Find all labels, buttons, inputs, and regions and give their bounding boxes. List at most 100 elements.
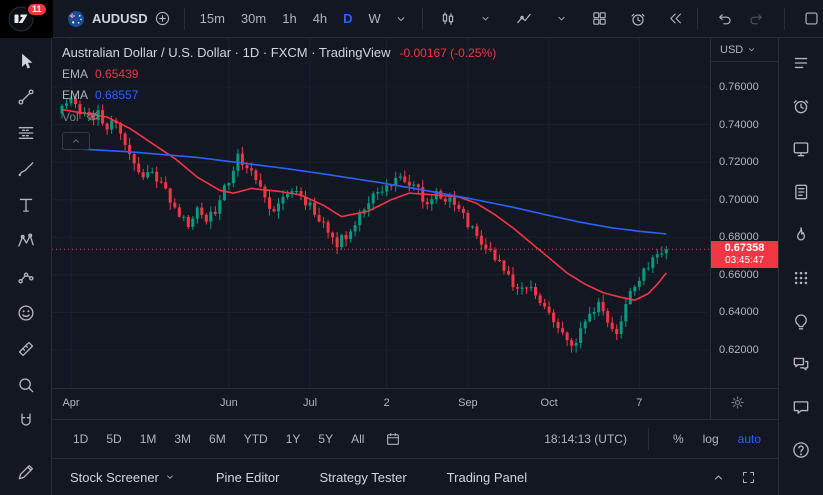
panel-hotlists-icon[interactable] <box>787 223 815 247</box>
chart-legend: Australian Dollar / U.S. Dollar · 1D · F… <box>62 45 496 150</box>
tool-trend-line-icon[interactable] <box>9 84 43 110</box>
interval-button-30m[interactable]: 30m <box>234 7 273 30</box>
tool-edit-icon[interactable] <box>9 459 43 485</box>
legend-title-row[interactable]: Australian Dollar / U.S. Dollar · 1D · F… <box>62 45 496 60</box>
range-button-5D[interactable]: 5D <box>101 429 126 449</box>
panel-alerts-icon[interactable] <box>787 94 815 118</box>
interval-button-D[interactable]: D <box>336 7 359 30</box>
panel-expand-icon[interactable] <box>711 470 726 485</box>
chart-settings-gear-icon[interactable] <box>729 394 746 411</box>
symbol-search-button[interactable]: AUDUSD <box>65 6 150 32</box>
alarm-clock-icon <box>629 10 647 28</box>
tool-fib-retracement-icon[interactable] <box>9 120 43 146</box>
range-button-YTD[interactable]: YTD <box>239 429 273 449</box>
panel-news-icon[interactable] <box>787 137 815 161</box>
price-axis[interactable]: USD 0.67358 03:45:47 0.76000 0.74000 0.720… <box>710 38 778 419</box>
bottom-panel-controls <box>711 470 756 485</box>
go-to-date-icon[interactable] <box>385 431 401 447</box>
range-button-3M[interactable]: 3M <box>169 429 196 449</box>
panel-watchlist-icon[interactable] <box>787 51 815 75</box>
bottom-tab-label: Strategy Tester <box>319 469 407 485</box>
interval-button-W[interactable]: W <box>362 7 388 30</box>
tool-measure-icon[interactable] <box>9 336 43 362</box>
range-button-All[interactable]: All <box>346 429 369 449</box>
range-button-1Y[interactable]: 1Y <box>281 429 306 449</box>
time-axis[interactable]: Apr Jun Jul 2 Sep Oct 7 <box>52 388 710 419</box>
log-scale-button[interactable]: log <box>700 430 722 448</box>
time-tick: 7 <box>636 397 643 409</box>
aud-flag-icon <box>67 10 85 28</box>
chart-plot[interactable]: Australian Dollar / U.S. Dollar · 1D · F… <box>52 38 710 388</box>
range-button-1M[interactable]: 1M <box>135 429 162 449</box>
price-tick: 0.74000 <box>719 118 759 131</box>
tool-zoom-icon[interactable] <box>9 372 43 398</box>
currency-label: USD <box>720 43 744 56</box>
price-tick: 0.62000 <box>719 344 759 356</box>
bottom-tab-strategy-tester[interactable]: Strategy Tester <box>319 470 406 485</box>
alert-button[interactable] <box>625 6 651 32</box>
undo-button[interactable] <box>712 6 738 32</box>
price-tick: 0.70000 <box>719 193 759 206</box>
range-button-5Y[interactable]: 5Y <box>313 429 338 449</box>
panel-ideas-icon[interactable] <box>787 309 815 333</box>
panel-data-grid-icon[interactable] <box>787 266 815 290</box>
tool-text-icon[interactable] <box>9 192 43 218</box>
panel-notebook-icon[interactable] <box>787 180 815 204</box>
save-layout-button[interactable] <box>799 6 823 32</box>
indicator-row-ema2[interactable]: EMA 0.68557 <box>62 88 496 102</box>
currency-selector[interactable]: USD <box>711 38 778 62</box>
last-price-tag: 0.67358 03:45:47 <box>711 241 778 269</box>
bottom-tab-label: Stock Screener <box>70 469 159 485</box>
bottom-tab-pine-editor[interactable]: Pine Editor <box>216 470 280 485</box>
panel-messages-icon[interactable] <box>787 395 815 419</box>
layout-grid-button[interactable] <box>587 6 613 32</box>
tool-emoji-icon[interactable] <box>9 300 43 326</box>
eye-off-icon[interactable] <box>85 109 100 124</box>
legend-collapse-button[interactable] <box>62 132 90 150</box>
chart-style-button[interactable] <box>435 6 461 32</box>
main-menu-button[interactable]: 11 <box>0 0 53 38</box>
bottom-tab-trading-panel[interactable]: Trading Panel <box>447 470 527 485</box>
bottom-tab-label: Pine Editor <box>215 469 280 485</box>
compare-add-symbol-button[interactable] <box>150 6 176 32</box>
panel-chats-icon[interactable] <box>787 352 815 376</box>
tool-brush-icon[interactable] <box>9 156 43 182</box>
interval-button-4h[interactable]: 4h <box>306 7 334 30</box>
redo-button[interactable] <box>744 6 770 32</box>
indicators-dropdown-button[interactable] <box>549 6 575 32</box>
chevron-down-icon <box>164 471 176 483</box>
bottom-tab-stock-screener[interactable]: Stock Screener <box>70 470 176 485</box>
tool-xabcd-pattern-icon[interactable] <box>9 228 43 254</box>
panel-help-icon[interactable] <box>787 438 815 462</box>
range-right-group: 18:14:13 (UTC) % log auto <box>544 428 764 450</box>
indicators-button[interactable] <box>511 6 537 32</box>
tool-forecast-icon[interactable] <box>9 264 43 290</box>
clock[interactable]: 18:14:13 (UTC) <box>544 432 627 446</box>
indicator-row-ema1[interactable]: EMA 0.65439 <box>62 67 496 81</box>
range-button-6M[interactable]: 6M <box>204 429 231 449</box>
indicator-value: 0.68557 <box>95 88 139 102</box>
fullscreen-icon[interactable] <box>741 470 756 485</box>
volume-legend-row[interactable]: Vol <box>62 109 496 124</box>
replay-rewind-icon <box>667 10 684 27</box>
last-price: 0.67358 <box>724 242 765 255</box>
time-tick: 2 <box>383 397 390 409</box>
interval-button-1h[interactable]: 1h <box>275 7 303 30</box>
time-tick: Jul <box>303 397 318 409</box>
chevron-down-icon <box>479 12 492 25</box>
auto-scale-button[interactable]: auto <box>735 430 764 448</box>
chart-style-dropdown-button[interactable] <box>473 6 499 32</box>
interval-button-15m[interactable]: 15m <box>193 7 232 30</box>
tool-cursor-icon[interactable] <box>9 48 43 74</box>
tool-magnet-icon[interactable] <box>9 408 43 434</box>
chart-area: Australian Dollar / U.S. Dollar · 1D · F… <box>52 38 778 495</box>
time-tick: Oct <box>540 397 558 409</box>
interval-dropdown-button[interactable] <box>388 6 414 32</box>
range-button-1D[interactable]: 1D <box>68 429 93 449</box>
bar-replay-button[interactable] <box>663 6 689 32</box>
percent-scale-button[interactable]: % <box>670 430 687 448</box>
chart-controls-group <box>435 6 689 32</box>
indicator-value: 0.65439 <box>95 67 139 81</box>
symbol-description: Australian Dollar / U.S. Dollar · 1D · F… <box>62 45 391 60</box>
